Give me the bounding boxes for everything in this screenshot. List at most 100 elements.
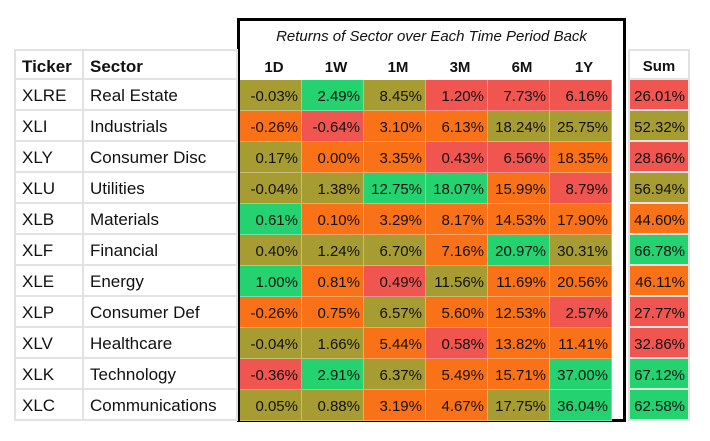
return-cell-xlb-1w: 0.10% bbox=[302, 204, 364, 235]
sector-cell-xlb: Materials bbox=[84, 204, 238, 235]
return-cell-xlre-1d: -0.03% bbox=[240, 80, 302, 111]
return-cell-xlc-6m: 17.75% bbox=[488, 390, 550, 421]
period-header-1m: 1M bbox=[387, 59, 409, 76]
return-cell-xle-6m: 11.69% bbox=[488, 266, 550, 297]
return-cell-xli-1m: 3.10% bbox=[364, 111, 426, 142]
return-cell-xlc-1d: 0.05% bbox=[240, 390, 302, 421]
ticker-header: Ticker bbox=[14, 49, 84, 80]
return-cell-xlre-1m: 8.45% bbox=[364, 80, 426, 111]
sector-cell-xlv: Healthcare bbox=[84, 328, 238, 359]
ticker-cell-xlk: XLK bbox=[14, 359, 84, 390]
return-cell-xlb-1y: 17.90% bbox=[550, 204, 612, 235]
return-cell-xli-6m: 18.24% bbox=[488, 111, 550, 142]
ticker-cell-xlf: XLF bbox=[14, 235, 84, 266]
sector-cell-xle: Energy bbox=[84, 266, 238, 297]
ticker-cell-xlp: XLP bbox=[14, 297, 84, 328]
returns-header: Returns of Sector over Each Time Period … bbox=[237, 18, 626, 80]
return-cell-xlp-3m: 5.60% bbox=[426, 297, 488, 328]
return-cell-xle-3m: 11.56% bbox=[426, 266, 488, 297]
sector-cell-xlre: Real Estate bbox=[84, 80, 238, 111]
return-cell-xlre-1y: 6.16% bbox=[550, 80, 612, 111]
sum-cell-xlp: 27.77% bbox=[628, 297, 690, 328]
ticker-cell-xly: XLY bbox=[14, 142, 84, 173]
return-cell-xlf-6m: 20.97% bbox=[488, 235, 550, 266]
return-cell-xlb-3m: 8.17% bbox=[426, 204, 488, 235]
ticker-cell-xlre: XLRE bbox=[14, 80, 84, 111]
return-cell-xlu-6m: 15.99% bbox=[488, 173, 550, 204]
return-cell-xlf-3m: 7.16% bbox=[426, 235, 488, 266]
sector-cell-xlp: Consumer Def bbox=[84, 297, 238, 328]
return-cell-xlv-1w: 1.66% bbox=[302, 328, 364, 359]
ticker-cell-xlb: XLB bbox=[14, 204, 84, 235]
return-cell-xlk-1m: 6.37% bbox=[364, 359, 426, 390]
period-header-1y: 1Y bbox=[574, 59, 594, 76]
return-cell-xly-6m: 6.56% bbox=[488, 142, 550, 173]
ticker-cell-xlu: XLU bbox=[14, 173, 84, 204]
return-cell-xlu-3m: 18.07% bbox=[426, 173, 488, 204]
sum-cell-xlu: 56.94% bbox=[628, 173, 690, 204]
return-cell-xlc-1y: 36.04% bbox=[550, 390, 612, 421]
sum-cell-xle: 46.11% bbox=[628, 266, 690, 297]
returns-grid: -0.03% 2.49% 8.45% 1.20% 7.73% 6.16% -0.26% -0.… bbox=[237, 80, 626, 422]
return-cell-xlf-1d: 0.40% bbox=[240, 235, 302, 266]
ticker-cell-xlv: XLV bbox=[14, 328, 84, 359]
return-cell-xlu-1m: 12.75% bbox=[364, 173, 426, 204]
sum-cell-xlb: 44.60% bbox=[628, 204, 690, 235]
ticker-cell-xle: XLE bbox=[14, 266, 84, 297]
sum-cell-xly: 28.86% bbox=[628, 142, 690, 173]
return-cell-xlu-1y: 8.79% bbox=[550, 173, 612, 204]
sum-cell-xlk: 67.12% bbox=[628, 359, 690, 390]
return-cell-xlp-6m: 12.53% bbox=[488, 297, 550, 328]
return-cell-xlf-1w: 1.24% bbox=[302, 235, 364, 266]
sum-cell-xlv: 32.86% bbox=[628, 328, 690, 359]
ticker-cell-xlc: XLC bbox=[14, 390, 84, 421]
return-cell-xlb-6m: 14.53% bbox=[488, 204, 550, 235]
ticker-cell-xli: XLI bbox=[14, 111, 84, 142]
sum-header: Sum bbox=[628, 49, 690, 80]
return-cell-xly-1y: 18.35% bbox=[550, 142, 612, 173]
return-cell-xly-1d: 0.17% bbox=[240, 142, 302, 173]
return-cell-xlc-3m: 4.67% bbox=[426, 390, 488, 421]
return-cell-xli-1y: 25.75% bbox=[550, 111, 612, 142]
return-cell-xlv-1m: 5.44% bbox=[364, 328, 426, 359]
return-cell-xlu-1d: -0.04% bbox=[240, 173, 302, 204]
return-cell-xli-1d: -0.26% bbox=[240, 111, 302, 142]
return-cell-xly-1m: 3.35% bbox=[364, 142, 426, 173]
return-cell-xlv-1d: -0.04% bbox=[240, 328, 302, 359]
return-cell-xlv-3m: 0.58% bbox=[426, 328, 488, 359]
return-cell-xly-3m: 0.43% bbox=[426, 142, 488, 173]
return-cell-xlf-1m: 6.70% bbox=[364, 235, 426, 266]
sector-header: Sector bbox=[84, 49, 238, 80]
return-cell-xlk-1y: 37.00% bbox=[550, 359, 612, 390]
returns-title: Returns of Sector over Each Time Period … bbox=[276, 28, 587, 45]
period-header-6m: 6M bbox=[511, 59, 533, 76]
return-cell-xlv-6m: 13.82% bbox=[488, 328, 550, 359]
sector-cell-xly: Consumer Disc bbox=[84, 142, 238, 173]
sector-cell-xlf: Financial bbox=[84, 235, 238, 266]
return-cell-xle-1y: 20.56% bbox=[550, 266, 612, 297]
sum-cell-xli: 52.32% bbox=[628, 111, 690, 142]
sector-cell-xlc: Communications bbox=[84, 390, 238, 421]
return-cell-xlp-1m: 6.57% bbox=[364, 297, 426, 328]
sector-cell-xli: Industrials bbox=[84, 111, 238, 142]
return-cell-xle-1w: 0.81% bbox=[302, 266, 364, 297]
return-cell-xlp-1y: 2.57% bbox=[550, 297, 612, 328]
return-cell-xlf-1y: 30.31% bbox=[550, 235, 612, 266]
return-cell-xli-3m: 6.13% bbox=[426, 111, 488, 142]
return-cell-xly-1w: 0.00% bbox=[302, 142, 364, 173]
sum-cell-xlre: 26.01% bbox=[628, 80, 690, 111]
return-cell-xlp-1w: 0.75% bbox=[302, 297, 364, 328]
return-cell-xlu-1w: 1.38% bbox=[302, 173, 364, 204]
return-cell-xlc-1w: 0.88% bbox=[302, 390, 364, 421]
return-cell-xle-1m: 0.49% bbox=[364, 266, 426, 297]
return-cell-xlre-3m: 1.20% bbox=[426, 80, 488, 111]
return-cell-xlv-1y: 11.41% bbox=[550, 328, 612, 359]
return-cell-xlk-1w: 2.91% bbox=[302, 359, 364, 390]
return-cell-xlk-3m: 5.49% bbox=[426, 359, 488, 390]
return-cell-xlk-6m: 15.71% bbox=[488, 359, 550, 390]
return-cell-xlp-1d: -0.26% bbox=[240, 297, 302, 328]
sector-cell-xlu: Utilities bbox=[84, 173, 238, 204]
sum-cell-xlc: 62.58% bbox=[628, 390, 690, 421]
sector-cell-xlk: Technology bbox=[84, 359, 238, 390]
